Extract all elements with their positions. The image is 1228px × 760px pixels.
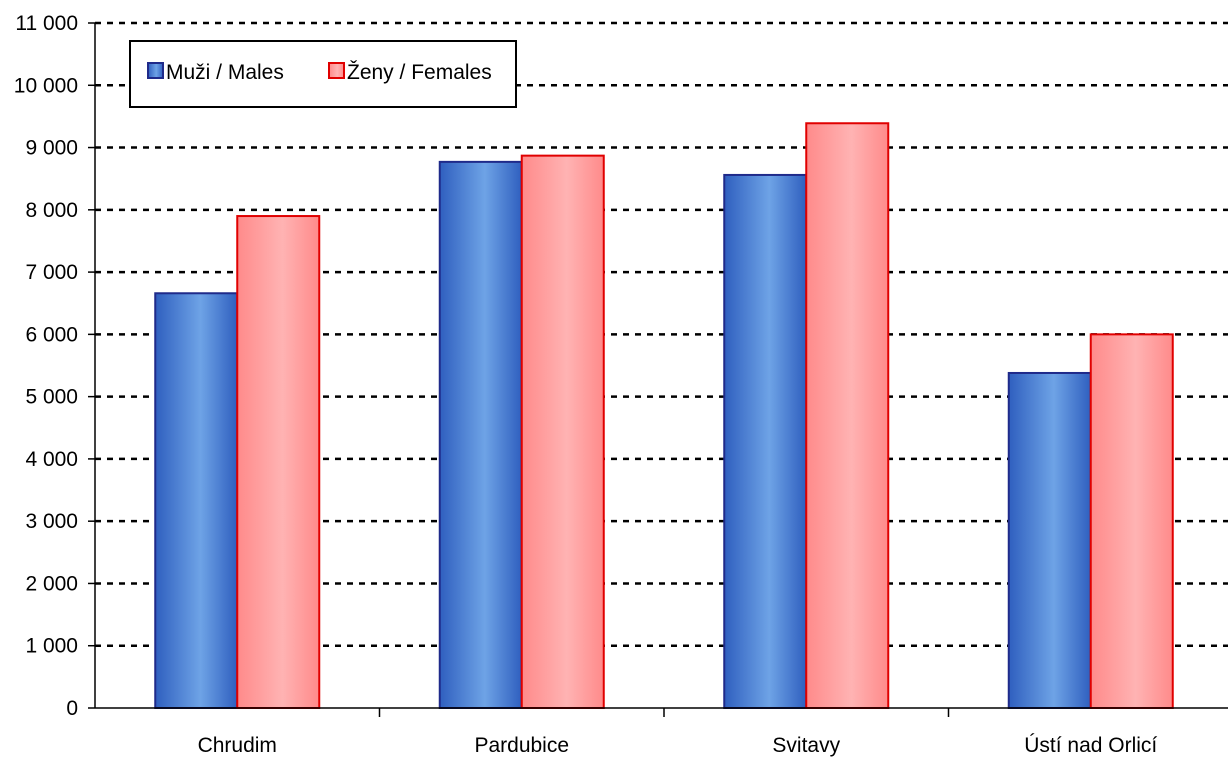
- x-tick-label: Ústí nad Orlicí: [1024, 734, 1157, 757]
- bar-males: [438, 160, 523, 710]
- x-tick-label: Pardubice: [474, 734, 569, 757]
- x-tick-label: Svitavy: [772, 734, 840, 757]
- y-tick-label: 4 000: [25, 448, 78, 471]
- bar-males: [723, 173, 808, 710]
- bars: [154, 122, 1174, 710]
- legend-label-males: Muži / Males: [166, 61, 284, 84]
- y-tick-label: 3 000: [25, 510, 78, 533]
- y-tick-label: 7 000: [25, 261, 78, 284]
- legend-swatch-females: [328, 62, 345, 79]
- y-tick-labels: 0 1 000 2 000 3 000 4 000 5 000 6 000 7 000 8 00…: [14, 12, 78, 720]
- x-tick-label: Chrudim: [198, 734, 277, 757]
- y-tick-label: 5 000: [25, 386, 78, 409]
- x-tick-labels: Chrudim Pardubice Svitavy Ústí nad Orlicí: [198, 734, 1158, 757]
- bar-females: [805, 122, 890, 709]
- y-tick-label: 2 000: [25, 572, 78, 595]
- bar-females: [1089, 333, 1174, 709]
- gridlines: [95, 21, 1228, 647]
- y-tick-label: 9 000: [25, 137, 78, 160]
- y-tick-label: 6 000: [25, 323, 78, 346]
- y-tick-label: 0: [66, 697, 78, 720]
- legend: Muži / Males Ženy / Females: [129, 40, 517, 108]
- bar-females: [236, 215, 321, 710]
- legend-box: [129, 40, 517, 108]
- axes: [88, 22, 1228, 717]
- bar-males: [154, 292, 239, 709]
- legend-swatch-males: [147, 62, 164, 79]
- bar-males: [1007, 371, 1092, 709]
- legend-label-females: Ženy / Females: [347, 61, 492, 84]
- y-tick-label: 1 000: [25, 635, 78, 658]
- y-tick-label: 11 000: [15, 12, 78, 35]
- bar-females: [520, 154, 605, 709]
- y-tick-label: 10 000: [14, 74, 78, 97]
- y-tick-label: 8 000: [25, 199, 78, 222]
